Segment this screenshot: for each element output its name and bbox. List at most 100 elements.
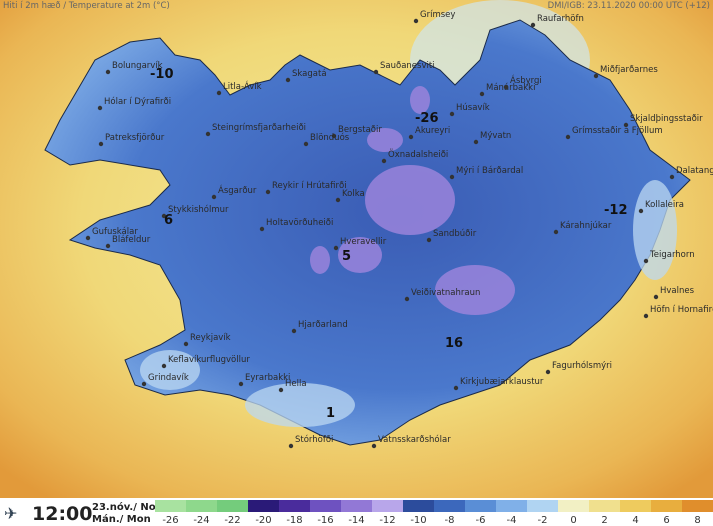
legend-swatch [217, 500, 248, 512]
place-label: Mánárbakki [486, 83, 535, 93]
station-dot [183, 341, 189, 347]
station-dot [303, 141, 309, 147]
station-dot [141, 381, 147, 387]
legend-label: -4 [507, 515, 517, 526]
station-dot [335, 197, 341, 203]
contour-value: -10 [150, 67, 174, 82]
legend-label: -24 [193, 515, 209, 526]
place-label: Hólar í Dýrafirði [104, 96, 171, 107]
place-label: Bláfeldur [112, 235, 151, 245]
station-dot [449, 174, 455, 180]
legend-label: -26 [162, 515, 178, 526]
legend-swatch [186, 500, 217, 512]
place-label: Mýri í Bárðardal [456, 166, 523, 176]
legend-swatch [465, 500, 496, 512]
station-dot [565, 134, 571, 140]
place-label: Stykkishólmur [168, 204, 229, 215]
station-dot [291, 328, 297, 334]
legend-swatch [310, 500, 341, 512]
time: 12:00 [32, 503, 92, 525]
place-label: Öxnadalsheiði [388, 149, 448, 160]
place-label: Grímsstaðir á Fjöllum [572, 126, 663, 136]
place-label: Ásgarður [218, 184, 257, 196]
place-label: Veiðivatnahraun [411, 288, 480, 298]
legend-label: -20 [255, 515, 271, 526]
legend-label: 8 [694, 515, 700, 526]
place-label: Hjarðarland [298, 320, 348, 330]
place-label: Kárahnjúkar [560, 221, 612, 231]
legend-swatch [341, 500, 372, 512]
legend-swatch [589, 500, 620, 512]
legend-label: -10 [410, 515, 426, 526]
place-label: Grindavík [148, 373, 189, 383]
legend-swatch [248, 500, 279, 512]
place-label: Kirkjubæjarklaustur [460, 377, 544, 387]
contour-value: 16 [445, 336, 463, 351]
legend-swatch [620, 500, 651, 512]
place-label: Litla-Ávík [223, 80, 262, 92]
legend-label: -14 [348, 515, 364, 526]
station-dot [638, 208, 644, 214]
station-dot [333, 245, 339, 251]
legend-label: -6 [476, 515, 486, 526]
station-dot [669, 174, 675, 180]
contour-value: 1 [326, 406, 335, 421]
legend-swatch [372, 500, 403, 512]
legend-swatch [682, 500, 713, 512]
place-label: Dalatangi [676, 166, 713, 176]
contour-value: 5 [342, 249, 351, 264]
mild-coast [140, 180, 677, 427]
station-dot [473, 139, 479, 145]
station-dot [530, 22, 536, 28]
station-dot [161, 363, 167, 369]
station-dot [643, 313, 649, 319]
place-label: Akureyri [415, 126, 450, 136]
station-dot [97, 105, 103, 111]
station-dot [278, 387, 284, 393]
station-dot [105, 243, 111, 249]
station-dot [381, 158, 387, 164]
header-title: Hiti í 2m hæð / Temperature at 2m (°C) [3, 1, 170, 11]
station-dot [211, 194, 217, 200]
station-dot [98, 141, 104, 147]
place-label: Miðfjarðarnes [600, 65, 658, 75]
place-label: Grímsey [420, 10, 455, 20]
station-dot [593, 73, 599, 79]
station-dot [105, 69, 111, 75]
place-label: Teigarhorn [649, 250, 695, 260]
legend-swatch [434, 500, 465, 512]
legend-label: 4 [632, 515, 638, 526]
plane-icon: ✈ [4, 504, 17, 523]
place-label: Reykir í Hrútafirði [272, 181, 347, 191]
station-dot [373, 69, 379, 75]
place-label: Skagatá [292, 69, 327, 79]
place-label: Gufuskálar [92, 227, 138, 237]
date: 23.nóv./ Nov [92, 501, 163, 513]
station-dot [216, 90, 222, 96]
place-label: Keflavíkurflugvöllur [168, 355, 250, 365]
station-dot [413, 18, 419, 24]
place-label: Höfn í Hornafirði [650, 305, 713, 315]
place-label: Sauðanesviti [380, 61, 435, 71]
place-label: Bolungarvík [112, 61, 163, 71]
station-dot [503, 84, 509, 90]
place-label: Patreksfjörður [105, 133, 165, 143]
legend-label: -2 [538, 515, 548, 526]
station-dot [623, 122, 629, 128]
day: Mán./ Mon [92, 513, 151, 525]
place-label: Kolka [342, 189, 365, 199]
place-label: Kollaleira [645, 200, 684, 210]
station-dot [205, 131, 211, 137]
legend-swatch [496, 500, 527, 512]
place-label: Holtavörðuheiði [266, 218, 333, 228]
header-source: DMI/IGB: 23.11.2020 00:00 UTC (+12) [548, 1, 710, 11]
station-dot [259, 226, 265, 232]
station-dot [285, 77, 291, 83]
legend-swatch [558, 500, 589, 512]
station-dot [331, 133, 337, 139]
station-dot [426, 237, 432, 243]
station-dot [643, 258, 649, 264]
place-label: Skjaldþingsstaðir [630, 114, 703, 124]
legend-swatch [527, 500, 558, 512]
legend-label: -8 [445, 515, 455, 526]
